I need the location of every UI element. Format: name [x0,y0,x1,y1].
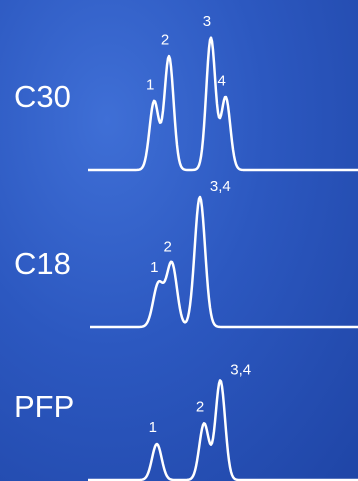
peak-label-c30-1: 1 [146,76,154,93]
peak-label-pfp-2: 2 [196,399,204,416]
peak-label-c30-3: 3 [203,13,211,30]
peak-label-c18-1: 1 [150,259,158,276]
panel-label-c18: C18 [14,246,71,281]
peak-label-c18-2: 2 [164,238,172,255]
trace-c30 [87,36,358,172]
peak-label-pfp-3: 3,4 [230,361,251,378]
panel-label-pfp: PFP [14,389,75,424]
peak-label-c18-3: 3,4 [210,178,231,195]
trace-c18 [89,195,358,329]
peak-label-pfp-1: 1 [149,419,157,436]
peak-label-c30-4: 4 [218,72,226,89]
trace-pfp [87,379,358,481]
peak-label-c30-2: 2 [161,32,169,49]
panel-label-c30: C30 [14,79,71,114]
